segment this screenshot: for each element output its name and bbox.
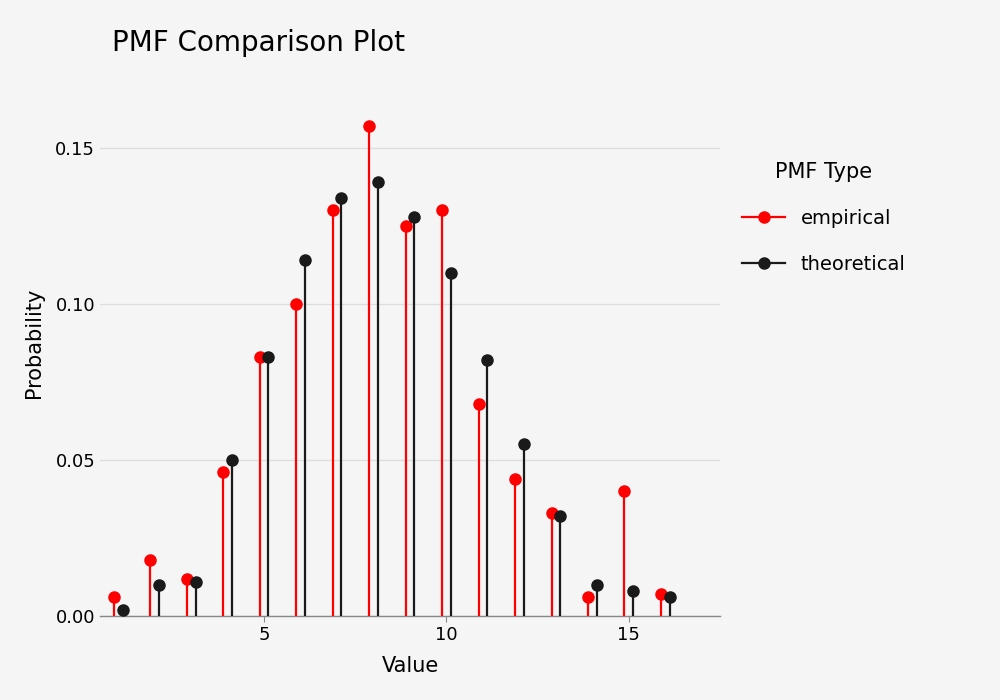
Y-axis label: Probability: Probability xyxy=(24,288,44,398)
X-axis label: Value: Value xyxy=(381,655,439,676)
Text: PMF Comparison Plot: PMF Comparison Plot xyxy=(112,29,405,57)
Legend: empirical, theoretical: empirical, theoretical xyxy=(742,162,905,274)
